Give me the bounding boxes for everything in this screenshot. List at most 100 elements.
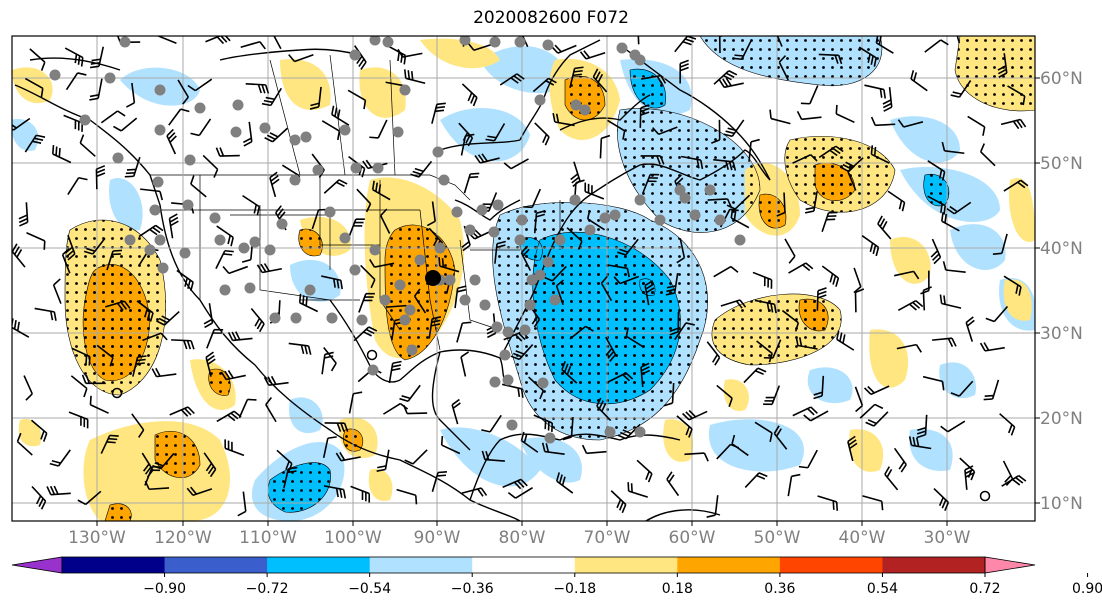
wind-barb [324,422,349,432]
wind-barb [227,331,253,342]
wind-barb [787,473,801,497]
wind-barb [967,115,986,136]
wind-barb [862,495,884,511]
wind-barb [754,299,777,314]
positive-anomaly-region [869,329,909,388]
wind-barb [454,285,467,309]
wind-barb [625,327,644,348]
longitude-label: 60°W [669,528,716,548]
wind-barb [96,344,114,367]
wind-barb [321,351,334,375]
wind-barb [203,303,214,329]
station-marker [154,234,166,246]
wind-barb [350,485,371,503]
station-marker [232,99,244,111]
station-marker [184,154,196,166]
wind-barb [896,343,922,353]
station-marker [350,162,362,174]
wind-barb [607,119,626,140]
station-marker [459,36,471,46]
wind-barb [379,208,391,234]
wind-barb [460,133,475,156]
wind-barb [534,122,550,146]
wind-barb [166,128,177,155]
wind-barb [456,321,472,343]
wind-barb [711,119,721,144]
wind-barb [639,104,650,128]
wind-barb [684,452,709,462]
wind-barb [369,119,388,139]
colorbar-tick-label: −0.72 [246,581,289,597]
wind-barb [68,411,89,429]
wind-barb [641,74,667,85]
wind-barb [847,435,858,462]
colorbar-segment [164,557,268,573]
station-marker [491,321,503,333]
station-marker [289,134,301,146]
wind-barb [922,286,932,311]
calm-wind-marker [366,349,378,361]
wind-barb [186,486,213,496]
station-marker [238,242,250,254]
wind-barb [142,332,168,342]
wind-barb [46,485,71,496]
wind-barb [706,495,719,518]
station-marker [679,192,691,204]
wind-barb [89,78,103,101]
station-marker [506,419,518,431]
wind-barb [190,175,207,198]
longitude-label: 70°W [584,528,631,548]
station-marker [464,224,476,236]
wind-barb [298,293,319,313]
wind-barb [105,300,131,311]
wind-barb [126,82,136,108]
wind-barb [859,403,884,419]
wind-barb [238,398,257,419]
wind-barb [140,188,164,201]
stippled-area [758,193,787,229]
station-marker [179,247,191,259]
station-marker [570,99,582,111]
wind-barb [541,442,565,455]
latitude-label: 30°N [1040,324,1083,344]
station-marker [339,124,351,136]
wind-barb [83,237,106,255]
wind-barb [397,48,423,58]
station-marker [194,102,206,114]
negative-anomaly-region [950,224,1006,270]
wind-barb [665,273,679,296]
wind-barb [640,362,651,388]
station-marker [499,349,511,361]
wind-barb [323,485,347,499]
wind-barb [916,414,928,439]
station-marker [569,194,581,206]
wind-barb [205,36,231,45]
wind-barb [922,375,945,391]
wind-barb [792,406,818,417]
station-marker [634,194,646,206]
latitude-label: 20°N [1040,409,1083,429]
wind-barb [679,59,689,84]
station-marker [104,72,116,84]
wind-barb [870,116,896,127]
positive-anomaly-region [1009,178,1035,242]
positive-anomaly-region [359,67,406,118]
axis-ticks [96,77,1040,526]
stippled-area [298,228,323,257]
wind-barb [61,248,71,274]
station-marker [379,294,391,306]
wind-barb [263,375,289,386]
wind-barb [983,379,1000,401]
station-marker [537,377,549,389]
wind-barb [731,434,749,457]
station-marker [182,199,194,211]
wind-barb [835,104,855,124]
station-marker [634,426,646,438]
station-marker [554,234,566,246]
wind-barb [863,385,890,396]
wind-barb [494,240,506,264]
wind-barb [404,449,428,465]
wind-barb [106,249,123,271]
wind-barb [579,50,606,60]
station-marker [734,234,746,246]
